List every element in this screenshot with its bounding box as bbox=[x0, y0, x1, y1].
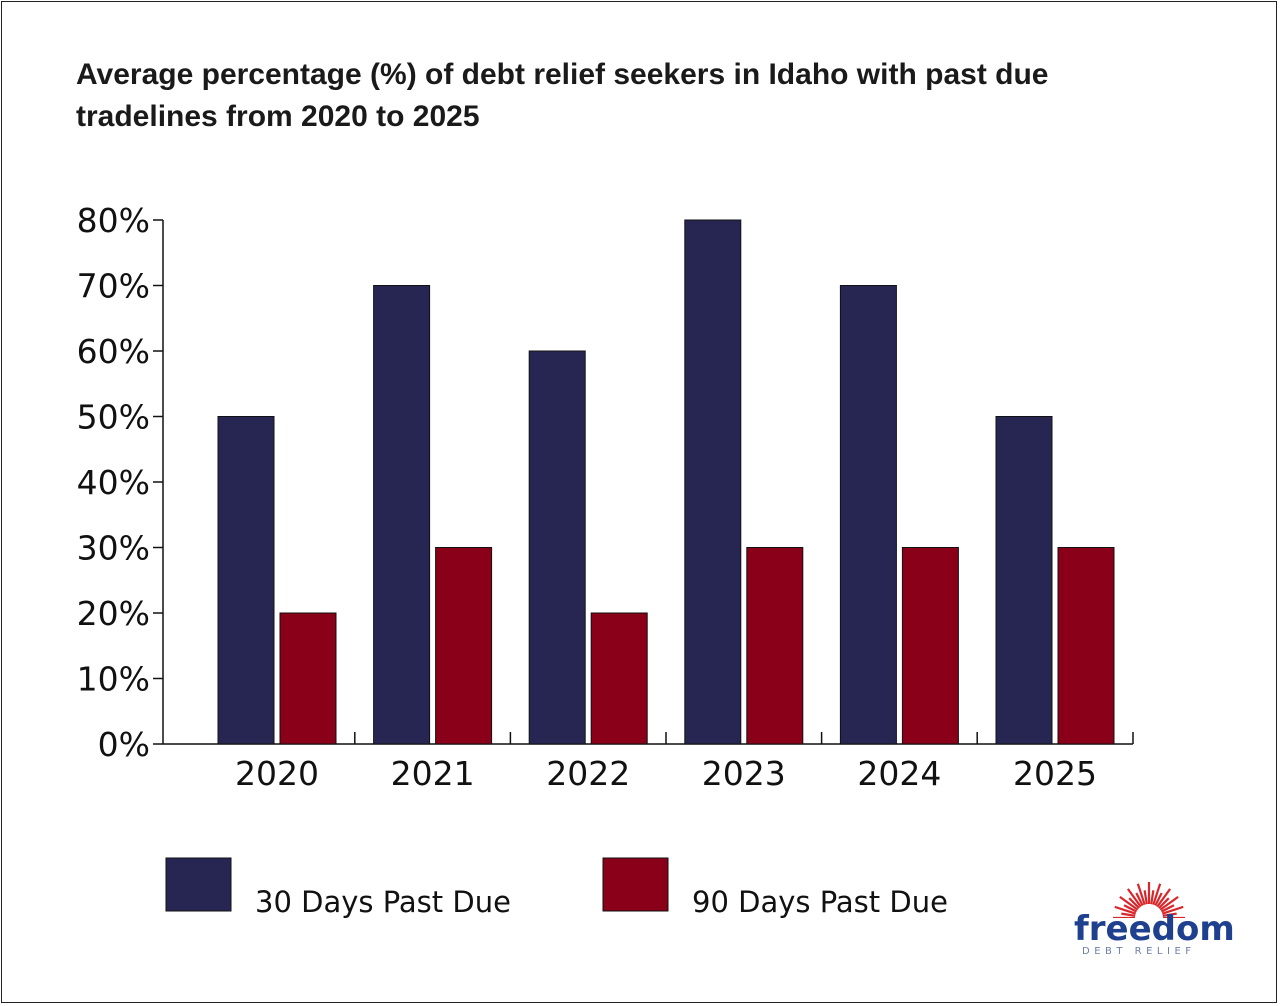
x-tick-label: 2020 bbox=[235, 754, 319, 793]
logo-subtitle: DEBT RELIEF bbox=[1082, 946, 1196, 957]
sunburst-ray bbox=[1136, 883, 1146, 906]
x-tick-label: 2024 bbox=[857, 754, 941, 793]
legend-label-90-days: 90 Days Past Due bbox=[692, 885, 948, 919]
y-tick-label: 30% bbox=[77, 529, 150, 568]
y-tick-label: 50% bbox=[77, 398, 150, 437]
y-tick-label: 80% bbox=[77, 201, 150, 240]
bar-30-days-2020 bbox=[217, 416, 275, 745]
sunburst-ray bbox=[1135, 892, 1144, 907]
sunburst-ray bbox=[1154, 892, 1163, 907]
bar-90-days-2020 bbox=[279, 612, 337, 745]
chart-title: Average percentage (%) of debt relief se… bbox=[76, 58, 1049, 133]
bar-90-days-2024 bbox=[901, 547, 959, 745]
x-tick-label: 2025 bbox=[1013, 754, 1097, 793]
sunburst-icon bbox=[1113, 882, 1185, 918]
bar-30-days-2022 bbox=[528, 350, 586, 745]
x-tick-label: 2021 bbox=[391, 754, 475, 793]
bar-30-days-2025 bbox=[995, 416, 1053, 745]
sunburst-ray bbox=[1119, 895, 1139, 911]
bar-90-days-2025 bbox=[1057, 547, 1115, 745]
bar-90-days-2022 bbox=[590, 612, 648, 745]
legend-swatch-90-days bbox=[602, 857, 669, 912]
legend-label-30-days: 30 Days Past Due bbox=[255, 885, 511, 919]
sunburst-ray bbox=[1156, 888, 1172, 908]
sunburst-ray bbox=[1114, 905, 1137, 915]
y-tick-label: 40% bbox=[77, 463, 150, 502]
logo-word: freedom bbox=[1074, 909, 1235, 949]
bar-30-days-2024 bbox=[839, 285, 897, 745]
y-tick-label: 0% bbox=[98, 725, 150, 764]
bar-30-days-2023 bbox=[684, 219, 742, 745]
sunburst-ray bbox=[1126, 888, 1142, 908]
sunburst-ray bbox=[1161, 905, 1184, 915]
sunburst-ray bbox=[1162, 912, 1177, 917]
y-tick-label: 10% bbox=[77, 660, 150, 699]
freedom-debt-relief-logo: freedom DEBT RELIEF bbox=[1070, 878, 1235, 962]
legend-swatch-30-days bbox=[165, 857, 232, 912]
sunburst-ray bbox=[1152, 883, 1162, 906]
sunburst-ray bbox=[1150, 890, 1155, 905]
bar-90-days-2023 bbox=[746, 547, 804, 745]
x-tick-label: 2023 bbox=[702, 754, 786, 793]
bar-90-days-2021 bbox=[435, 547, 493, 745]
bar-30-days-2021 bbox=[373, 285, 431, 745]
sunburst-ray bbox=[1160, 904, 1175, 913]
y-tick-label: 70% bbox=[77, 267, 150, 306]
sunburst-ray bbox=[1123, 904, 1138, 913]
y-tick-label: 20% bbox=[77, 594, 150, 633]
y-tick-label: 60% bbox=[77, 332, 150, 371]
sunburst-ray bbox=[1143, 890, 1148, 905]
x-tick-label: 2022 bbox=[546, 754, 630, 793]
sunburst-ray bbox=[1128, 897, 1140, 909]
sunburst-ray bbox=[1158, 897, 1170, 909]
sunburst-ray bbox=[1121, 912, 1136, 917]
sunburst-ray bbox=[1159, 895, 1179, 911]
